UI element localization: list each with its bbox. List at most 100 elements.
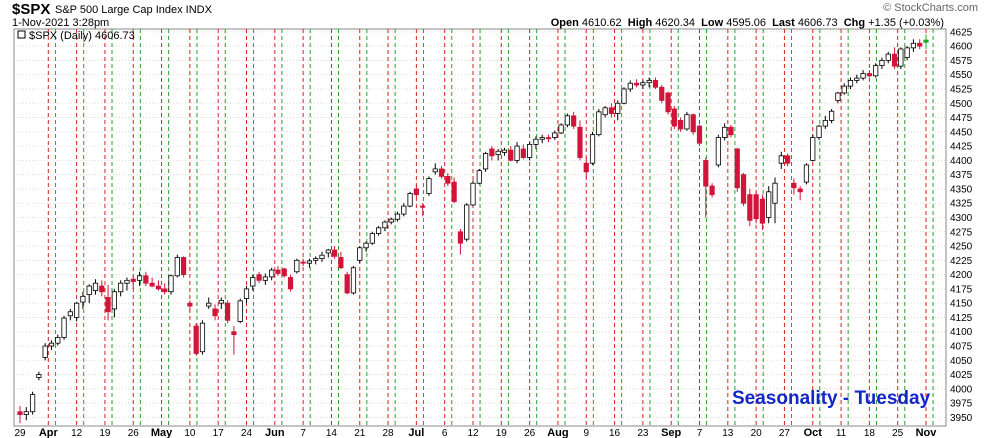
x-tick-label: 18 — [864, 428, 876, 438]
candle — [338, 251, 344, 269]
candle-body — [199, 322, 206, 353]
candle — [99, 280, 105, 297]
y-tick-label: 4575 — [950, 56, 973, 67]
candle — [898, 47, 904, 69]
candle-body — [426, 178, 432, 194]
x-tick-label: 20 — [751, 428, 763, 438]
low-value: 4595.06 — [726, 17, 766, 29]
candle-body — [608, 107, 615, 114]
candle — [709, 183, 715, 198]
y-tick-label: 4500 — [950, 99, 973, 110]
candle-body — [36, 374, 42, 378]
y-tick-label: 3950 — [950, 413, 973, 424]
candle-body — [766, 191, 772, 218]
candle-body — [753, 194, 759, 220]
candle — [118, 280, 124, 297]
candle — [571, 111, 577, 129]
candle-body — [382, 221, 388, 229]
candle-body — [847, 80, 854, 87]
candle — [633, 79, 640, 88]
candle-body — [841, 85, 847, 94]
candle — [243, 286, 250, 304]
candle-body — [344, 274, 350, 294]
candle-body — [627, 82, 633, 90]
candle-body — [99, 285, 105, 293]
candle-body — [287, 277, 294, 290]
candle-body — [829, 110, 835, 121]
candle-body — [111, 291, 117, 310]
candle — [696, 124, 703, 147]
candle — [784, 153, 791, 167]
candle-body — [413, 188, 419, 196]
x-tick-label: 28 — [383, 428, 395, 438]
ohlc-readout: Open 4610.62 High 4620.34 Low 4595.06 La… — [551, 17, 944, 29]
y-tick-label: 4275 — [950, 227, 973, 238]
datetime-label: 1-Nov-2021 3:28pm — [12, 17, 110, 29]
candle — [860, 70, 866, 81]
candle — [218, 297, 224, 309]
candle — [388, 217, 394, 225]
x-tick-label: 21 — [354, 428, 366, 438]
candle-body — [822, 119, 828, 127]
x-tick-label: 19 — [496, 428, 508, 438]
x-tick-label: 26 — [524, 428, 536, 438]
candle-body — [438, 168, 445, 177]
candle — [155, 280, 162, 291]
candle-body — [583, 162, 589, 173]
candle-body — [143, 275, 149, 284]
y-tick-label: 4325 — [950, 199, 973, 210]
candle-body — [149, 282, 155, 287]
candle-body — [92, 282, 99, 292]
candle-body — [180, 257, 187, 276]
candle — [294, 258, 300, 274]
candle-body — [476, 170, 482, 184]
candle — [344, 271, 350, 295]
candle-body — [105, 297, 111, 313]
candle — [86, 284, 92, 304]
series-label: $SPX (Daily) 4606.73 — [29, 30, 135, 42]
candle-body — [23, 411, 29, 415]
x-tick-label: 16 — [609, 428, 621, 438]
candle-body — [250, 277, 256, 287]
y-tick-label: 4100 — [950, 327, 973, 338]
y-tick-label: 4550 — [950, 70, 973, 81]
candle-body — [218, 299, 224, 304]
candle — [382, 220, 388, 232]
candle — [149, 277, 155, 288]
candle-body — [74, 302, 80, 318]
candle-body — [558, 124, 564, 134]
candle — [281, 267, 287, 278]
candle-body — [457, 231, 464, 244]
candle — [313, 256, 319, 265]
candle-body — [709, 185, 715, 196]
x-tick-label: 13 — [722, 428, 734, 438]
candle-body — [778, 155, 784, 164]
candle-body — [313, 258, 319, 261]
candle — [904, 46, 910, 61]
candle — [394, 211, 401, 222]
candle — [92, 279, 99, 295]
candle-body — [319, 254, 325, 260]
y-tick-label: 4625 — [950, 27, 973, 38]
candle — [407, 191, 413, 208]
candle — [325, 248, 331, 258]
y-tick-label: 4350 — [950, 184, 973, 195]
candle — [885, 51, 891, 64]
candle-body — [589, 134, 596, 164]
x-tick-label: 25 — [892, 428, 904, 438]
candle — [879, 57, 885, 69]
candle-body — [420, 205, 426, 208]
y-tick-label: 4250 — [950, 242, 973, 253]
candle-body — [835, 92, 841, 101]
x-tick-label: 23 — [637, 428, 649, 438]
candle — [690, 113, 696, 135]
candle — [564, 113, 570, 128]
candle-body — [784, 155, 791, 164]
candle — [470, 180, 476, 207]
candle — [199, 320, 206, 355]
candle — [495, 148, 501, 161]
candle — [55, 334, 61, 346]
candle-body — [640, 82, 646, 86]
candle — [413, 185, 419, 198]
candle — [545, 134, 552, 143]
